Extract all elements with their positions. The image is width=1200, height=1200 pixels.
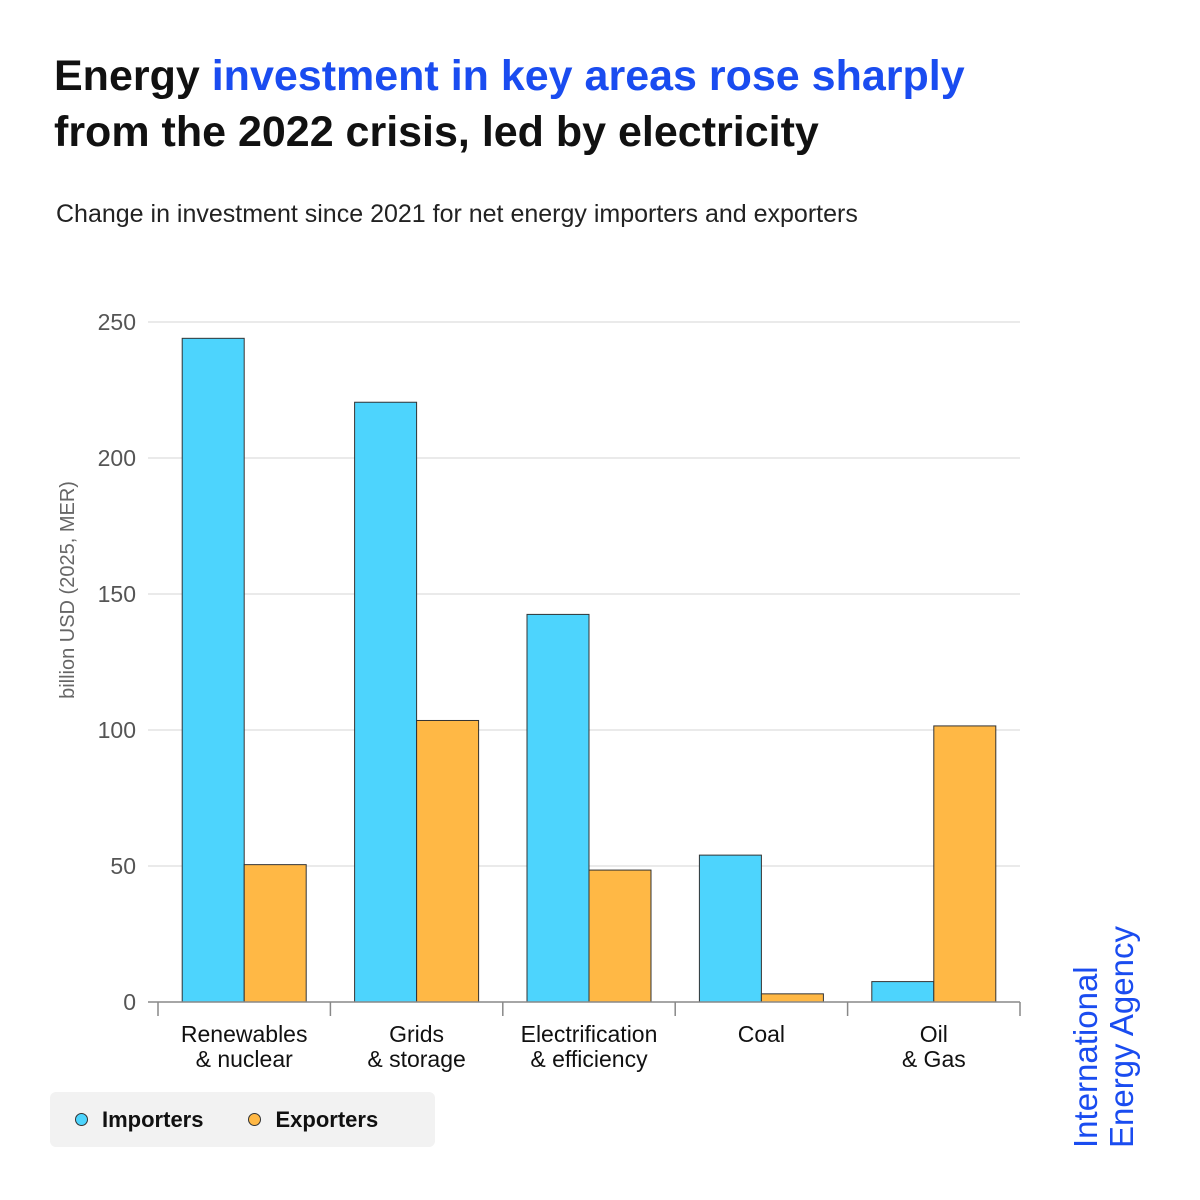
x-tick-label: Electrification & efficiency — [521, 1021, 658, 1072]
legend-label-importers: Importers — [102, 1106, 204, 1132]
title-highlight: investment in key areas rose sharply — [211, 52, 965, 100]
bar-importers-1 — [354, 401, 418, 1003]
bar-importers-2 — [526, 613, 590, 1003]
title-part-1: Energy — [54, 52, 212, 100]
x-tick-label-line: Grids — [389, 1021, 444, 1047]
x-tick-label-line: Renewables — [181, 1021, 308, 1047]
x-tick-label: Grids & storage — [367, 1021, 465, 1072]
chart-subtitle: Change in investment since 2021 for net … — [56, 200, 858, 228]
legend-swatch-exporters — [248, 1113, 262, 1126]
y-axis-ticks: 0 50 100 150 200 250 — [98, 309, 136, 1015]
y-tick-label: 100 — [98, 717, 136, 743]
x-tick-label-line: & nuclear — [196, 1046, 294, 1072]
x-tick-label-line: Oil — [920, 1021, 948, 1047]
bar-importers-0 — [181, 337, 245, 1003]
bar-exporters-1 — [416, 719, 480, 1003]
bar-importers-4 — [871, 981, 935, 1003]
x-tick-label: Oil & Gas — [902, 1021, 966, 1072]
title-part-2: from the 2022 crisis, led by electricity — [54, 108, 819, 156]
legend-item-exporters: Exporters — [248, 1107, 378, 1133]
x-tick-label-line: Electrification — [521, 1021, 658, 1047]
iea-logo: International Energy Agency — [1067, 908, 1140, 1148]
y-tick-label: 200 — [98, 445, 136, 471]
x-tick-label: Renewables & nuclear — [181, 1021, 308, 1072]
y-axis-label: billion USD (2025, MER) — [57, 481, 79, 699]
y-tick-label: 250 — [98, 309, 136, 335]
y-tick-label: 150 — [98, 581, 136, 607]
bar-exporters-3 — [760, 993, 824, 1003]
legend-label-exporters: Exporters — [275, 1106, 379, 1132]
brand-line-2: Energy Agency — [1103, 926, 1140, 1148]
brand-line-1: International — [1067, 966, 1104, 1148]
y-tick-label: 0 — [123, 989, 136, 1015]
bar-exporters-2 — [588, 869, 652, 1003]
legend-item-importers: Importers — [75, 1107, 203, 1133]
bar-importers-3 — [698, 854, 762, 1003]
bar-exporters-0 — [243, 864, 307, 1003]
x-tick-label: Coal — [738, 1021, 785, 1047]
legend-swatch-importers — [75, 1113, 88, 1126]
x-tick-label-line: & storage — [367, 1046, 465, 1072]
chart-title: Energy investment in key areas rose shar… — [54, 48, 1114, 160]
x-tick-label-line: Coal — [738, 1021, 785, 1047]
x-axis-ticks: Renewables & nuclear Grids & storage Electri… — [181, 1021, 966, 1072]
bars — [181, 337, 997, 1003]
x-tick-label-line: & efficiency — [530, 1046, 648, 1072]
x-axis — [148, 1001, 1021, 1016]
bar-exporters-4 — [933, 725, 997, 1003]
y-tick-label: 50 — [110, 853, 136, 879]
legend: Importers Exporters — [50, 1092, 435, 1147]
x-tick-label-line: & Gas — [902, 1046, 966, 1072]
